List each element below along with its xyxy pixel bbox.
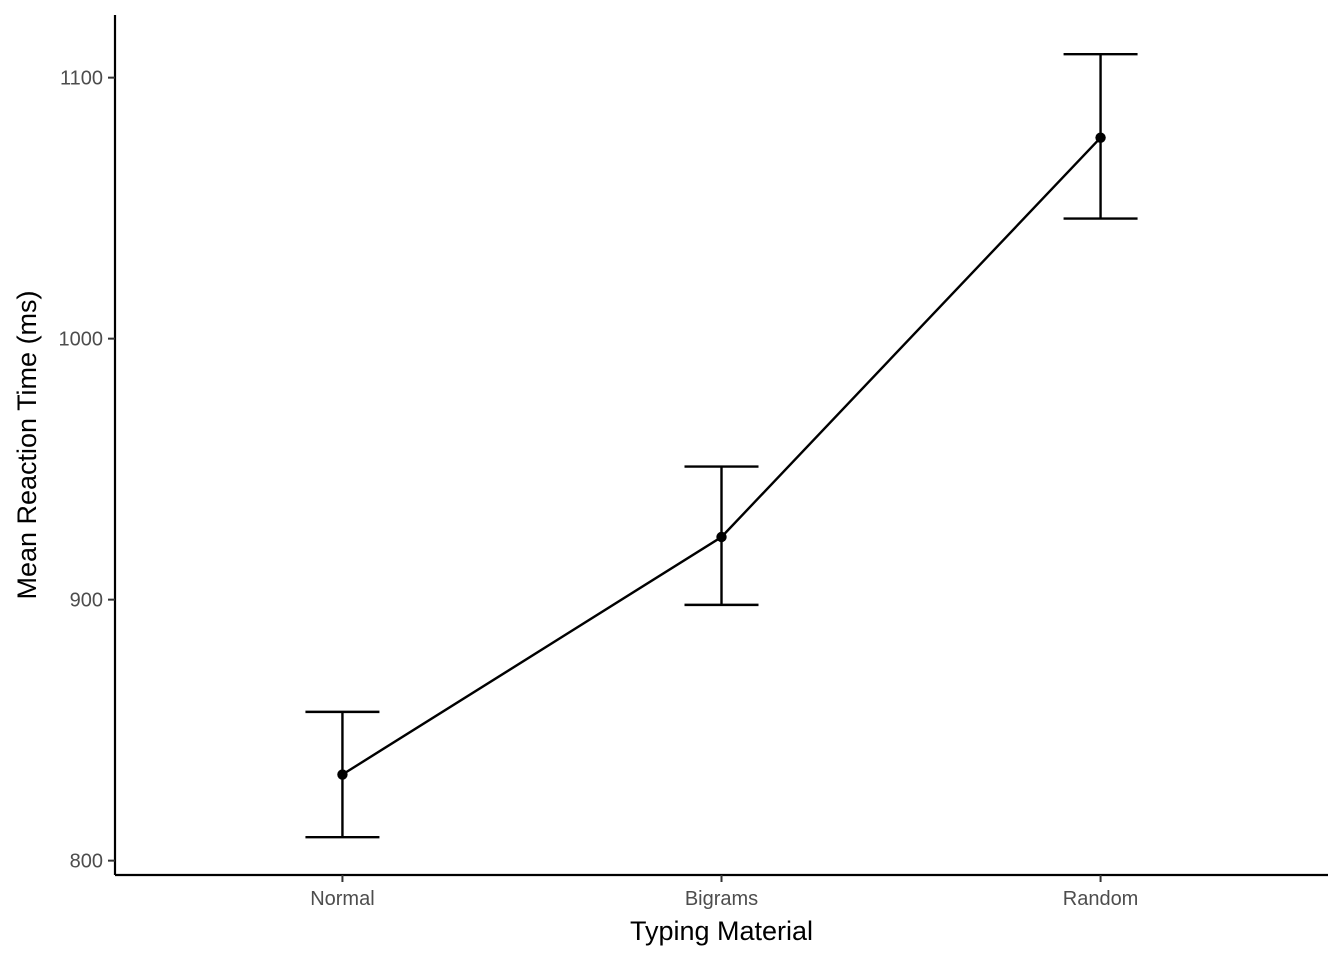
x-tick-label: Bigrams: [685, 888, 758, 910]
y-tick-label: 900: [70, 590, 103, 612]
data-point: [1095, 132, 1106, 143]
data-point: [716, 531, 727, 543]
x-tick-label: Normal: [310, 888, 374, 910]
data-point: [337, 769, 348, 780]
y-tick-label: 800: [70, 851, 103, 873]
y-axis-title: Mean Reaction Time (ms): [12, 290, 42, 599]
y-tick-label: 1100: [60, 68, 103, 90]
x-axis-title: Typing Material: [630, 916, 813, 946]
points-group: [337, 132, 1106, 780]
y-axis-ticks: 800 900 1000 1100: [59, 68, 115, 873]
y-tick-label: 1000: [59, 329, 104, 351]
x-axis-ticks: Normal Bigrams Random: [310, 875, 1138, 910]
x-tick-label: Random: [1063, 888, 1139, 910]
